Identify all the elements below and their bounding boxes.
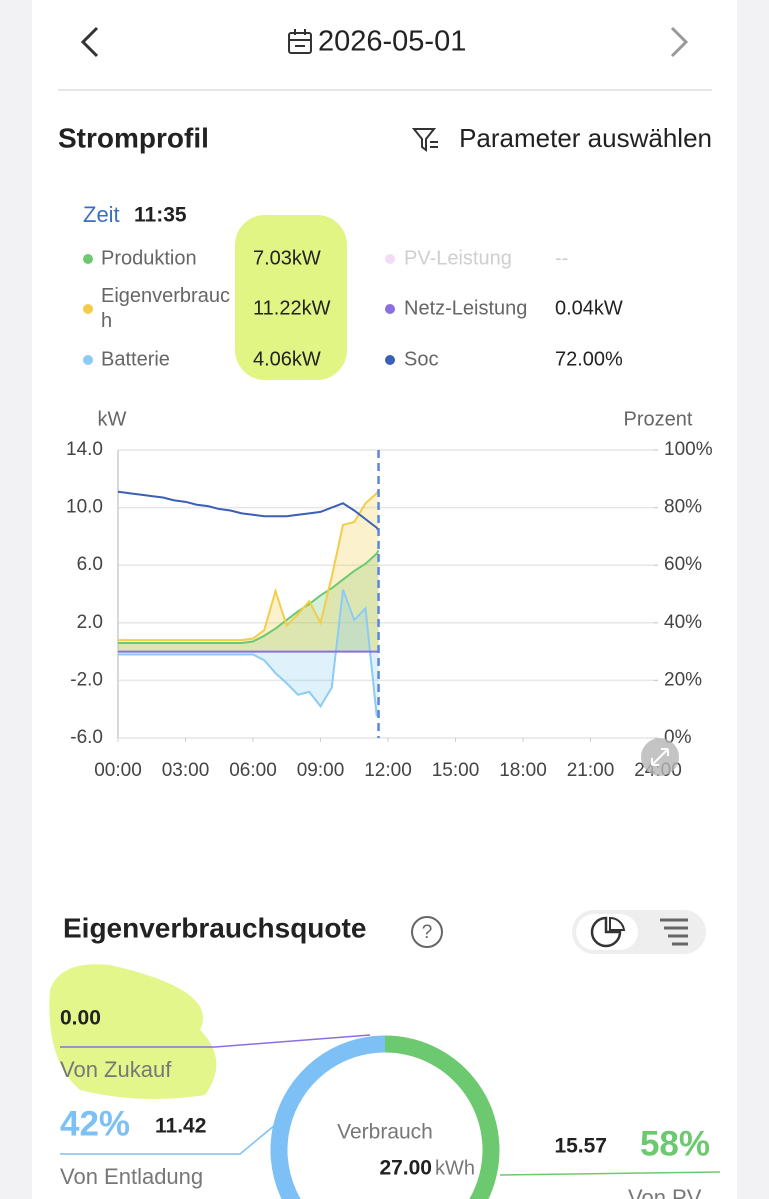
center-unit: kWh (435, 1157, 475, 1179)
legend-value: 4.06kW (253, 348, 321, 371)
y2-tick-label: 60% (664, 554, 702, 575)
highlight (235, 215, 347, 380)
legend-name: Produktion (101, 247, 197, 270)
x-tick-label: 18:00 (499, 760, 547, 781)
filter-icon (411, 128, 438, 152)
category-label: Von PV (628, 1185, 702, 1199)
legend-name: Batterie (101, 348, 170, 371)
center-label: Verbrauch (337, 1121, 433, 1144)
time-value: 11:35 (134, 204, 187, 227)
donut-chart: Verbrauch 27.00 kWh 0.00 Von Zukauf 42% 11.42 V… (60, 1007, 721, 1199)
legend-name: Netz-Leistung (404, 297, 528, 320)
series-line (118, 489, 380, 642)
legend-value: 0.04kW (555, 297, 623, 320)
legend-dot (83, 254, 93, 264)
x-tick-label: 00:00 (94, 760, 142, 781)
x-tick-label: 09:00 (297, 760, 345, 781)
legend-name: Soc (404, 348, 439, 371)
legend-value: -- (555, 247, 569, 270)
expand-icon (651, 748, 669, 766)
series-line (118, 650, 379, 653)
y-tick-label: -2.0 (70, 669, 103, 690)
axis-label: Prozent (624, 408, 693, 430)
category-label: Von Entladung (60, 1164, 203, 1189)
list-view-button[interactable] (660, 918, 688, 946)
value-label: 11.42 (155, 1115, 206, 1138)
y2-tick-label: 80% (664, 497, 702, 518)
highlight (49, 964, 217, 1099)
legend-dot (385, 254, 395, 264)
series-line (118, 549, 380, 644)
legend-name: Eigenverbrauch (101, 285, 230, 332)
y-tick-label: -6.0 (70, 727, 103, 748)
calendar-icon (288, 29, 312, 54)
y-tick-label: 14.0 (66, 439, 103, 460)
connector (60, 1034, 371, 1048)
pie-icon (590, 916, 622, 948)
legend-value: 7.03kW (253, 247, 321, 270)
legend-name: PV-Leistung (404, 247, 512, 270)
forward-button[interactable] (670, 26, 689, 58)
x-tick-label: 21:00 (567, 760, 615, 781)
series-line (118, 589, 380, 717)
y2-tick-label: 20% (664, 669, 702, 690)
section-title: Stromprofil (58, 122, 209, 153)
share-label: 58% (640, 1124, 710, 1163)
y-tick-label: 10.0 (66, 497, 103, 518)
series-line (117, 490, 380, 532)
category-label: Von Zukauf (60, 1057, 172, 1082)
series-area (118, 550, 379, 652)
legend-value: 11.22kW (253, 297, 331, 320)
connector (499, 1171, 721, 1176)
axis-label: kW (98, 408, 127, 430)
x-tick-label: 12:00 (364, 760, 412, 781)
date[interactable]: 2026-05-01 (318, 26, 466, 58)
center-total: 27.00 (379, 1157, 432, 1180)
connector (60, 1124, 276, 1155)
donut-segment (384, 1035, 500, 1199)
legend-dot (385, 355, 395, 365)
section-title: Eigenverbrauchsquote (63, 912, 366, 943)
pie-icon (609, 916, 626, 931)
line-chart: kW Prozent 14.0 10.0 6.0 2.0 -2.0 -6.0 100% 80% 60… (66, 408, 713, 781)
legend-dot (83, 304, 93, 314)
value-label: 15.57 (554, 1135, 607, 1158)
parameter-button[interactable]: Parameter auswählen (459, 123, 712, 153)
help-button[interactable] (411, 916, 443, 948)
legend-dot (83, 355, 93, 365)
x-tick-label: 15:00 (432, 760, 480, 781)
value-label: 0.00 (60, 1007, 101, 1030)
x-tick-label: 03:00 (162, 760, 210, 781)
y2-tick-label: 100% (664, 439, 713, 460)
back-button[interactable] (80, 26, 99, 58)
y2-tick-label: 40% (664, 612, 702, 633)
y-tick-label: 6.0 (77, 554, 103, 575)
donut-segment (270, 1035, 386, 1199)
legend-dot (385, 304, 395, 314)
series-area (118, 589, 379, 717)
legend-value: 72.00% (555, 348, 623, 371)
x-tick-label: 06:00 (229, 760, 277, 781)
help-icon: ? (422, 922, 433, 943)
y-tick-label: 2.0 (77, 612, 103, 633)
share-label: 42% (60, 1104, 130, 1143)
time-label: Zeit (83, 202, 120, 227)
